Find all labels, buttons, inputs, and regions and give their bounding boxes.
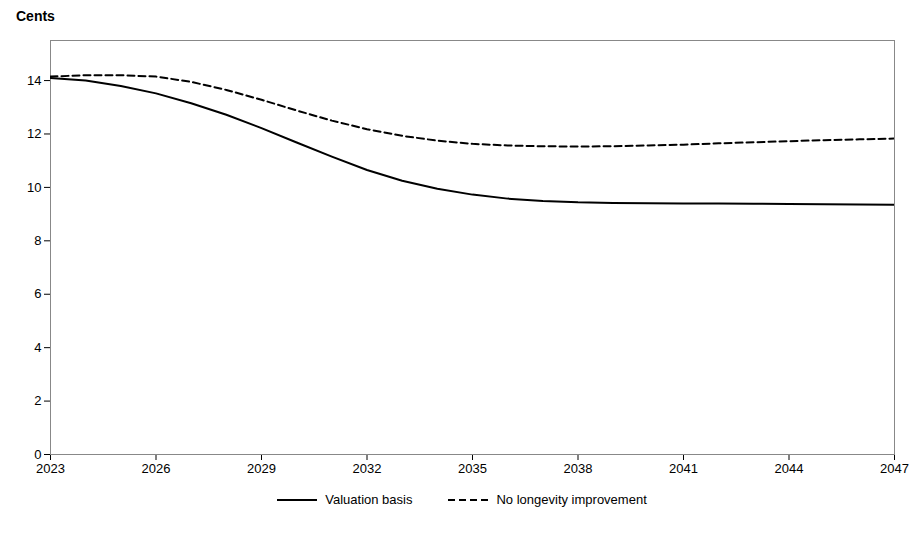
svg-text:2029: 2029 bbox=[247, 461, 276, 476]
svg-text:2038: 2038 bbox=[564, 461, 593, 476]
svg-text:2047: 2047 bbox=[880, 461, 909, 476]
svg-text:2044: 2044 bbox=[775, 461, 804, 476]
svg-text:0: 0 bbox=[34, 447, 41, 462]
html-text:Valuation basis: Valuation basis bbox=[325, 492, 413, 507]
svg-text:2023: 2023 bbox=[36, 461, 65, 476]
svg-text:2035: 2035 bbox=[458, 461, 487, 476]
svg-text:8: 8 bbox=[34, 233, 41, 248]
svg-text:4: 4 bbox=[34, 340, 41, 355]
svg-text:2: 2 bbox=[34, 393, 41, 408]
html-text:Cents: Cents bbox=[16, 8, 55, 24]
svg-text:10: 10 bbox=[27, 180, 41, 195]
svg-text:14: 14 bbox=[27, 73, 41, 88]
svg-text:6: 6 bbox=[34, 286, 41, 301]
html-text:No longevity improvement: No longevity improvement bbox=[496, 492, 647, 507]
svg-text:12: 12 bbox=[27, 126, 41, 141]
svg-text:2032: 2032 bbox=[353, 461, 382, 476]
svg-text:2041: 2041 bbox=[669, 461, 698, 476]
svg-text:2026: 2026 bbox=[142, 461, 171, 476]
